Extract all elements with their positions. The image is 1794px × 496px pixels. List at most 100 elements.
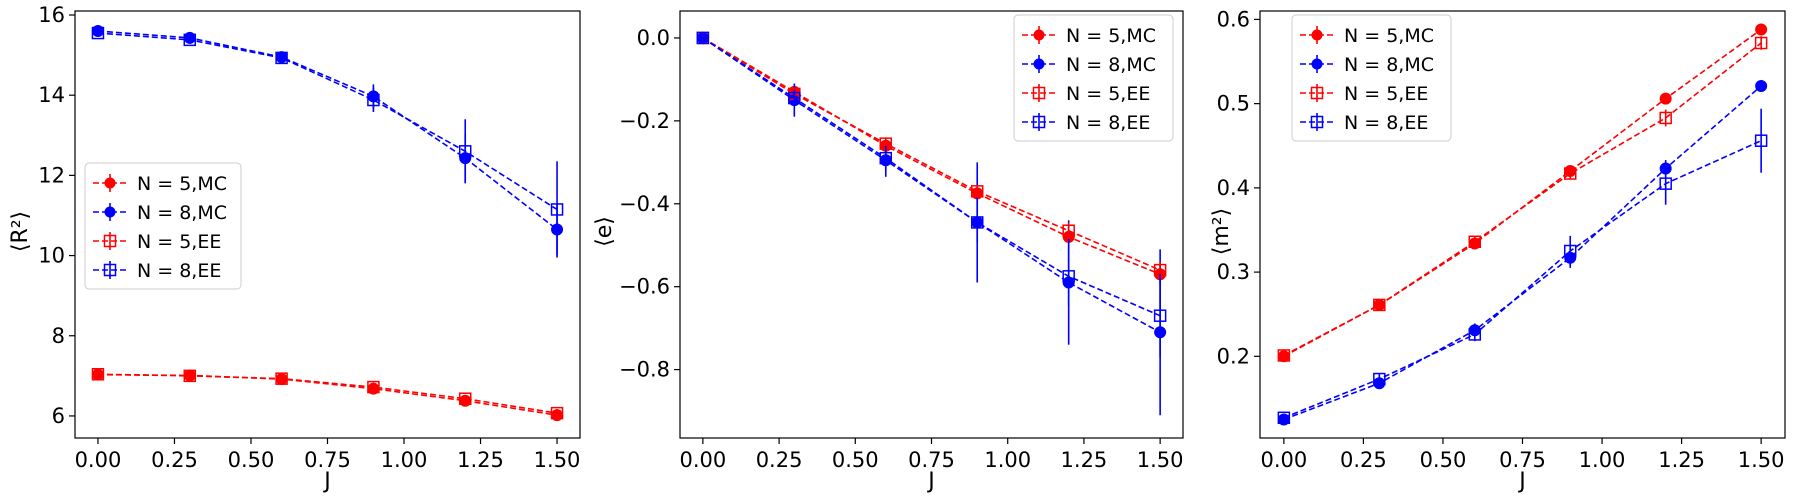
data-point	[1755, 23, 1768, 36]
data-point	[879, 151, 893, 165]
y-tick-label: 12	[38, 163, 65, 187]
y-tick-label: 8	[52, 324, 65, 348]
legend-label: N = 5,MC	[1344, 25, 1434, 47]
x-axis-label: J	[322, 469, 331, 494]
y-tick-label: 0.2	[1217, 344, 1250, 368]
data-point	[1062, 224, 1075, 237]
data-point	[1659, 177, 1672, 190]
legend-label: N = 8,MC	[137, 202, 227, 224]
data-point	[275, 372, 288, 385]
legend-entry: N = 5,EE	[93, 231, 221, 253]
legend-label: N = 5,MC	[1066, 25, 1156, 47]
y-axis-label: ⟨e⟩	[592, 216, 617, 247]
legend-label: N = 5,EE	[1344, 83, 1428, 105]
data-point	[1153, 309, 1167, 322]
legend-entry: N = 5,MC	[1022, 25, 1156, 47]
legend-marker	[1311, 58, 1323, 70]
series-4	[91, 26, 564, 258]
series-3	[1277, 36, 1768, 362]
data-point	[367, 380, 380, 394]
y-axis-label: ⟨R²⟩	[8, 211, 33, 252]
legend-marker	[103, 234, 117, 248]
data-point	[1468, 328, 1482, 341]
legend-entry: N = 5,EE	[1300, 83, 1428, 105]
x-tick-label: 1.25	[1658, 448, 1705, 472]
legend-marker	[104, 206, 116, 218]
legend-frame	[1013, 14, 1174, 142]
series-line	[1283, 85, 1762, 421]
series-line	[97, 373, 558, 414]
legend-marker	[104, 177, 116, 189]
legend-entry: N = 5,MC	[93, 173, 227, 195]
data-point	[1373, 298, 1386, 312]
legend-label: N = 5,EE	[137, 231, 221, 253]
y-tick-label: 0.4	[1217, 176, 1250, 200]
y-tick-label: 0.5	[1217, 92, 1250, 116]
legend-label: N = 8,EE	[1344, 112, 1428, 134]
x-tick-label: 1.50	[1137, 448, 1184, 472]
series-line	[97, 373, 558, 416]
legend-marker	[1032, 86, 1046, 100]
legend-marker	[1311, 29, 1323, 41]
y-tick-label: 0.3	[1217, 260, 1250, 284]
data-point	[1755, 79, 1768, 92]
legend-entry: N = 8,EE	[1300, 112, 1428, 134]
x-tick-label: 0.25	[756, 448, 803, 472]
axes-frame	[74, 10, 581, 439]
y-tick-label: −0.4	[619, 192, 670, 216]
legend-marker	[1310, 115, 1324, 129]
axes-frame	[1259, 10, 1786, 439]
data-point	[1277, 411, 1291, 425]
x-tick-label: 0.50	[832, 448, 879, 472]
y-tick-label: −0.8	[619, 358, 670, 382]
data-point	[788, 91, 801, 105]
data-point	[1373, 372, 1386, 386]
x-tick-label: 0.75	[908, 448, 955, 472]
data-point	[458, 392, 472, 405]
legend: N = 5,MC N = 8,MC N = 5,EE N = 8,EE	[84, 162, 242, 290]
legend-frame	[1291, 14, 1452, 142]
data-point	[1659, 111, 1672, 125]
data-point	[367, 93, 380, 107]
legend-entry: N = 8,MC	[1022, 54, 1156, 76]
chart-panel-3: 0.00 0.25 0.50 0.75 1.00 1.25 1.50 0.2 0.3 0.4 0.5…	[1209, 7, 1786, 494]
series-line	[702, 37, 1161, 333]
data-point	[696, 31, 710, 45]
data-point	[91, 368, 105, 381]
data-point	[1563, 167, 1577, 180]
axes-frame	[679, 10, 1184, 439]
legend-entry: N = 8,EE	[1022, 112, 1150, 134]
legend-marker	[103, 263, 117, 277]
legend: N = 5,MC N = 8,MC N = 5,EE N = 8,EE	[1013, 14, 1174, 142]
data-point	[970, 216, 984, 229]
series-1	[91, 368, 564, 422]
x-tick-label: 0.25	[1340, 448, 1387, 472]
data-point	[183, 33, 197, 47]
legend-label: N = 8,EE	[137, 260, 221, 282]
data-point	[458, 145, 472, 158]
x-tick-label: 0.75	[1499, 448, 1546, 472]
chart-panel-1: 0.00 0.25 0.50 0.75 1.00 1.25 1.50 6 8 10 12 14 16 J ⟨…	[8, 3, 581, 494]
x-tick-label: 1.50	[1738, 448, 1785, 472]
series-line	[702, 37, 1161, 317]
x-tick-label: 0.75	[304, 448, 351, 472]
y-tick-label: −0.6	[619, 275, 670, 299]
y-tick-label: 6	[52, 404, 65, 428]
data-point	[1468, 235, 1482, 249]
x-tick-label: 0.50	[1420, 448, 1467, 472]
x-tick-label: 0.50	[228, 448, 275, 472]
data-point	[1062, 270, 1075, 283]
x-tick-label: 1.25	[1061, 448, 1108, 472]
legend-entry: N = 5,MC	[1300, 25, 1434, 47]
y-tick-label: 0.6	[1217, 7, 1250, 31]
legend-label: N = 5,EE	[1066, 83, 1150, 105]
x-tick-label: 1.00	[1579, 448, 1626, 472]
x-tick-label: 1.00	[984, 448, 1031, 472]
legend-marker	[1032, 115, 1046, 129]
series-line	[1283, 139, 1762, 419]
x-axis-label: J	[1517, 469, 1526, 494]
data-point	[275, 51, 288, 65]
series-4	[1277, 108, 1768, 425]
series-line	[97, 30, 558, 231]
